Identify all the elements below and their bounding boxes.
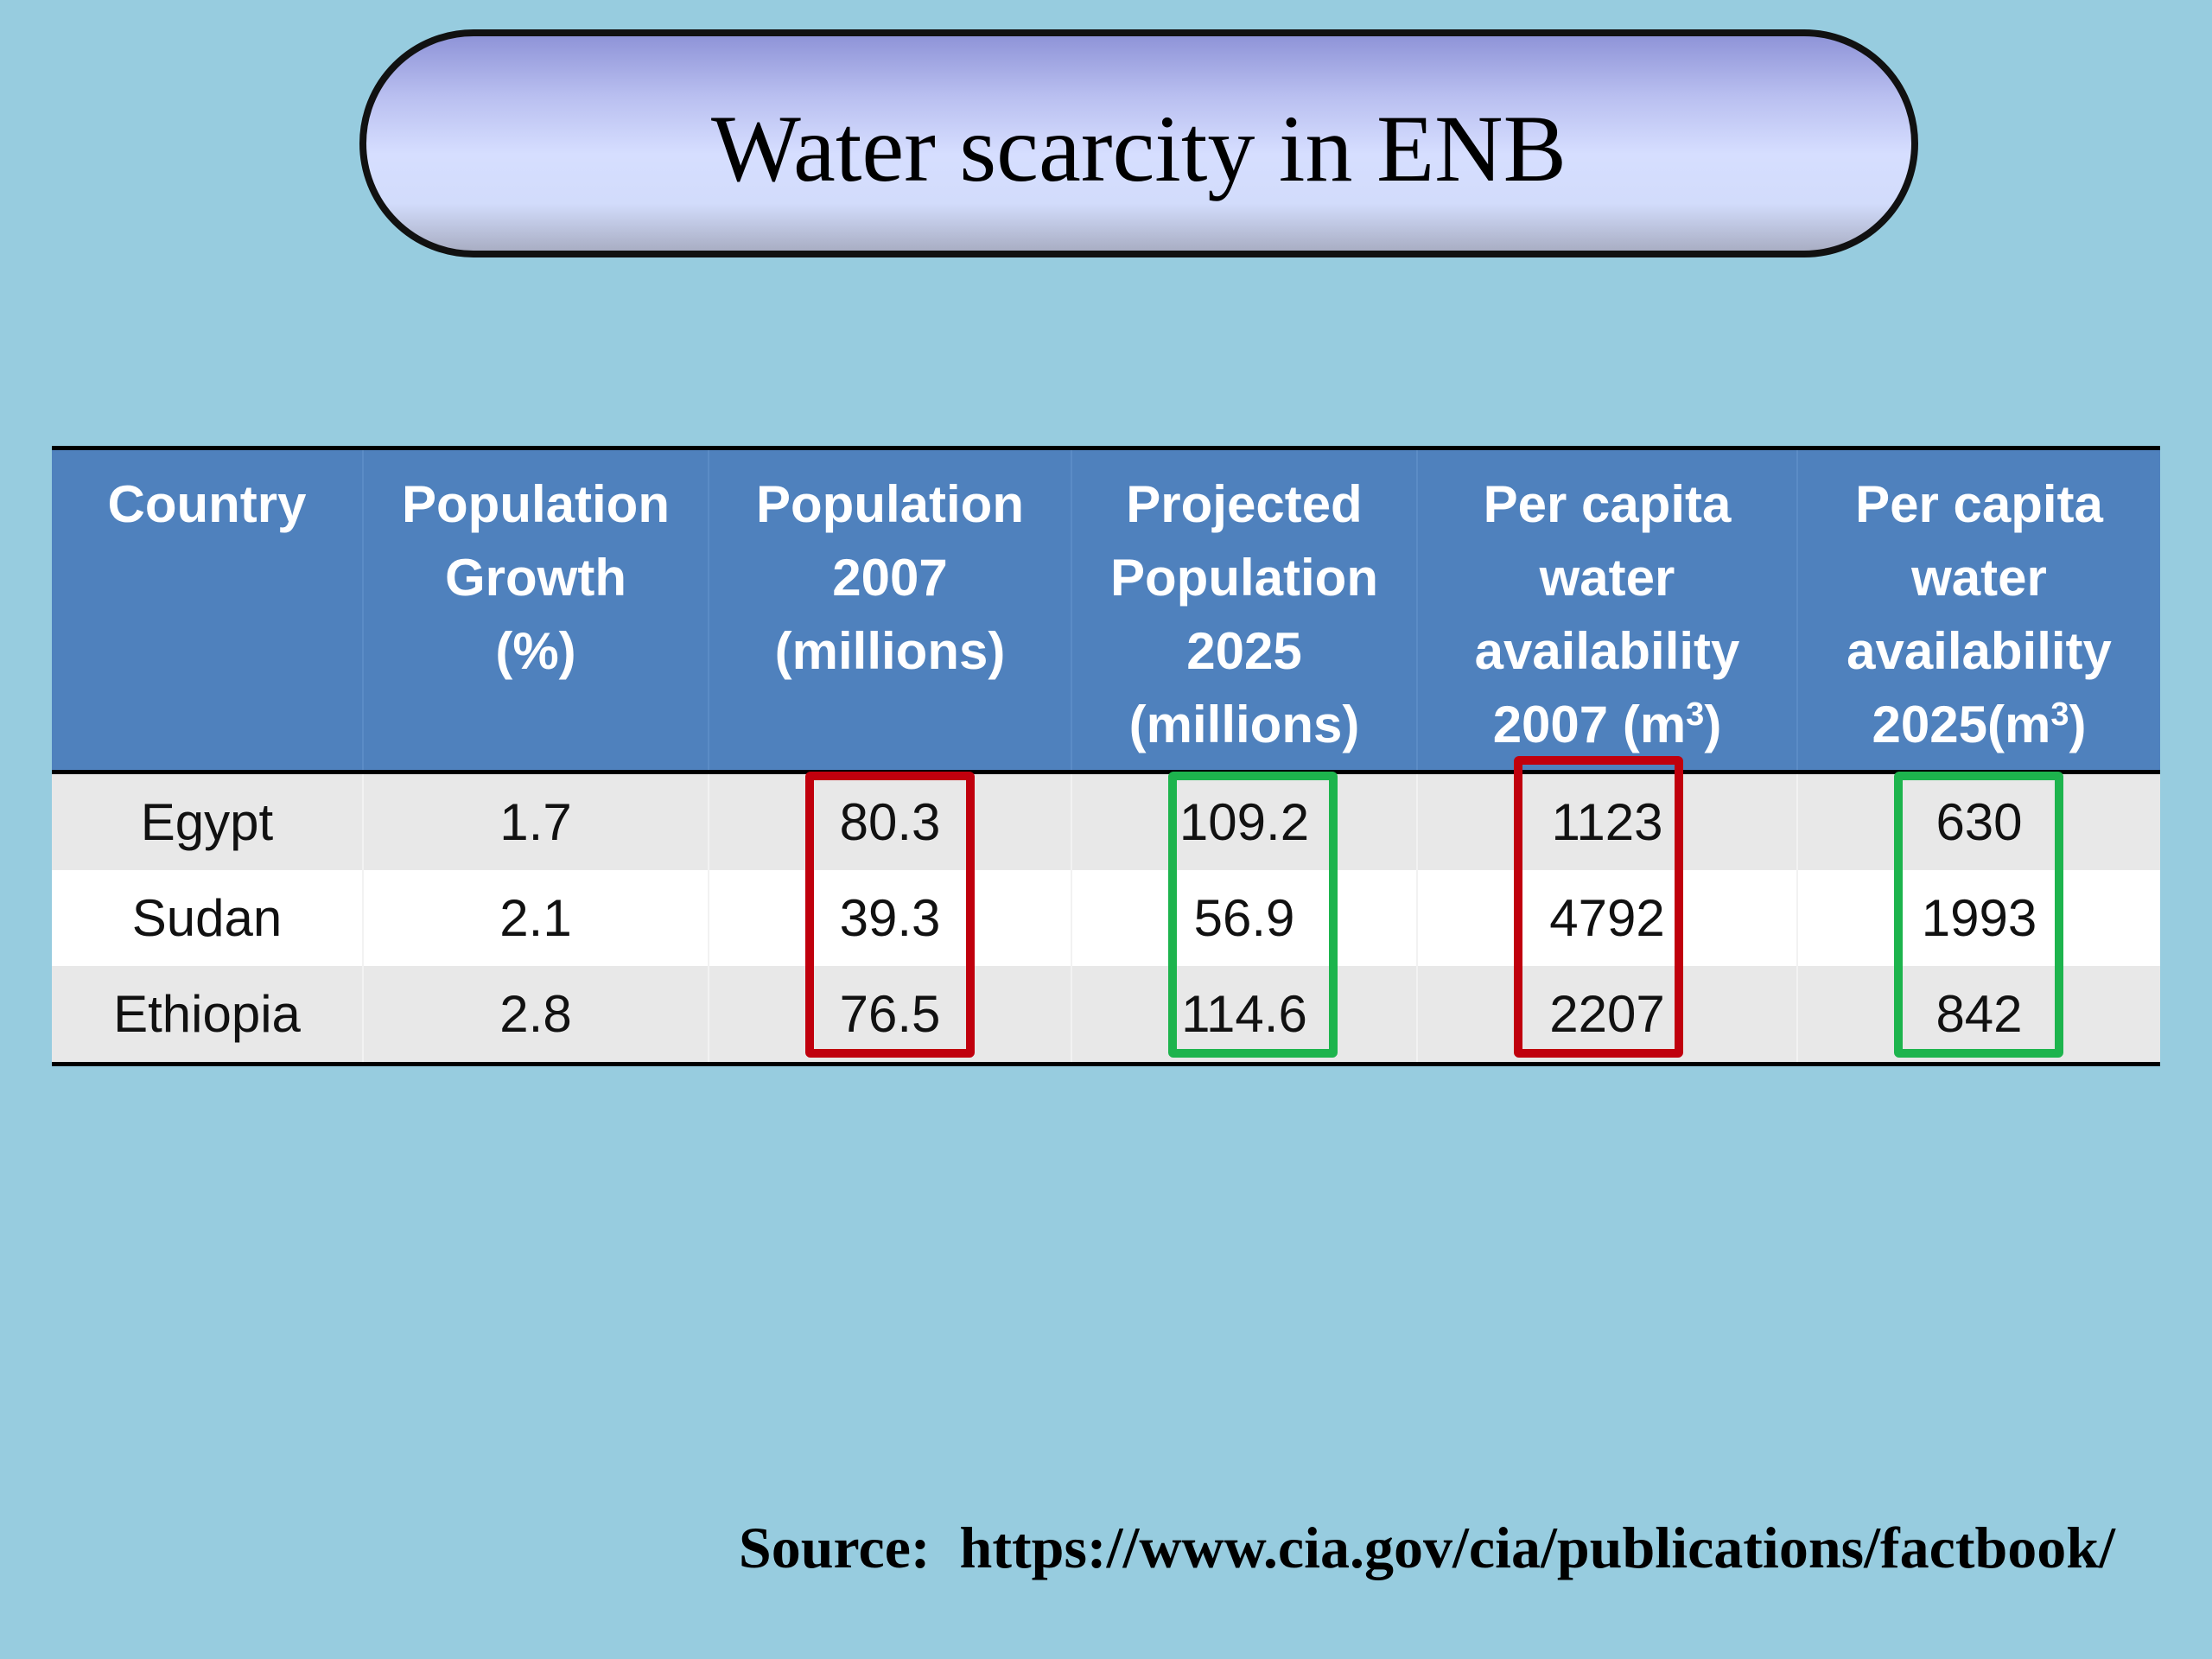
cell-water-2007: 2207 <box>1416 966 1798 1065</box>
cell-pop-2025: 114.6 <box>1071 966 1418 1065</box>
cell-water-2007: 4792 <box>1416 870 1798 966</box>
source-label: Source: <box>738 1515 931 1580</box>
cell-pop-2025: 109.2 <box>1071 772 1418 870</box>
cell-pop-2007: 76.5 <box>708 966 1072 1065</box>
cell-growth: 2.1 <box>362 870 709 966</box>
source-citation: Source: https://www.cia.gov/cia/publicat… <box>739 1514 2115 1582</box>
highlight-box-pop-2007 <box>805 772 975 1058</box>
cell-water-2007: 1123 <box>1416 772 1798 870</box>
highlight-box-water-2025 <box>1894 772 2063 1058</box>
table-row: Ethiopia 2.8 76.5 114.6 2207 842 <box>52 966 2160 1065</box>
cell-country: Egypt <box>52 772 364 870</box>
header-population-growth: Population Growth (%) <box>362 448 709 774</box>
cell-pop-2025: 56.9 <box>1071 870 1418 966</box>
cell-water-2025: 842 <box>1796 966 2160 1065</box>
table-row: Sudan 2.1 39.3 56.9 4792 1993 <box>52 870 2160 966</box>
table-row: Egypt 1.7 80.3 109.2 1123 630 <box>52 772 2160 870</box>
header-projected-population-2025: Projected Population 2025 (millions) <box>1071 448 1418 774</box>
cell-country: Sudan <box>52 870 364 966</box>
cell-pop-2007: 39.3 <box>708 870 1072 966</box>
cell-water-2025: 630 <box>1796 772 2160 870</box>
cell-water-2025: 1993 <box>1796 870 2160 966</box>
highlight-box-pop-2025 <box>1168 772 1338 1058</box>
highlight-box-water-2007 <box>1514 756 1683 1058</box>
slide-title: Water scarcity in ENB <box>711 96 1567 201</box>
header-country: Country <box>52 448 364 774</box>
title-banner: Water scarcity in ENB <box>359 29 1918 257</box>
header-water-2007: Per capita water availability 2007 (m3) <box>1416 448 1798 774</box>
source-url: https://www.cia.gov/cia/publications/fac… <box>959 1515 2115 1580</box>
water-scarcity-table: Country Population Growth (%) Population… <box>52 446 2160 1066</box>
cell-growth: 2.8 <box>362 966 709 1065</box>
cell-growth: 1.7 <box>362 772 709 870</box>
header-population-2007: Population 2007 (millions) <box>708 448 1072 774</box>
header-water-2025: Per capita water availability 2025(m3) <box>1796 448 2160 774</box>
cell-pop-2007: 80.3 <box>708 772 1072 870</box>
cell-country: Ethiopia <box>52 966 364 1065</box>
header-row: Country Population Growth (%) Population… <box>52 448 2160 774</box>
